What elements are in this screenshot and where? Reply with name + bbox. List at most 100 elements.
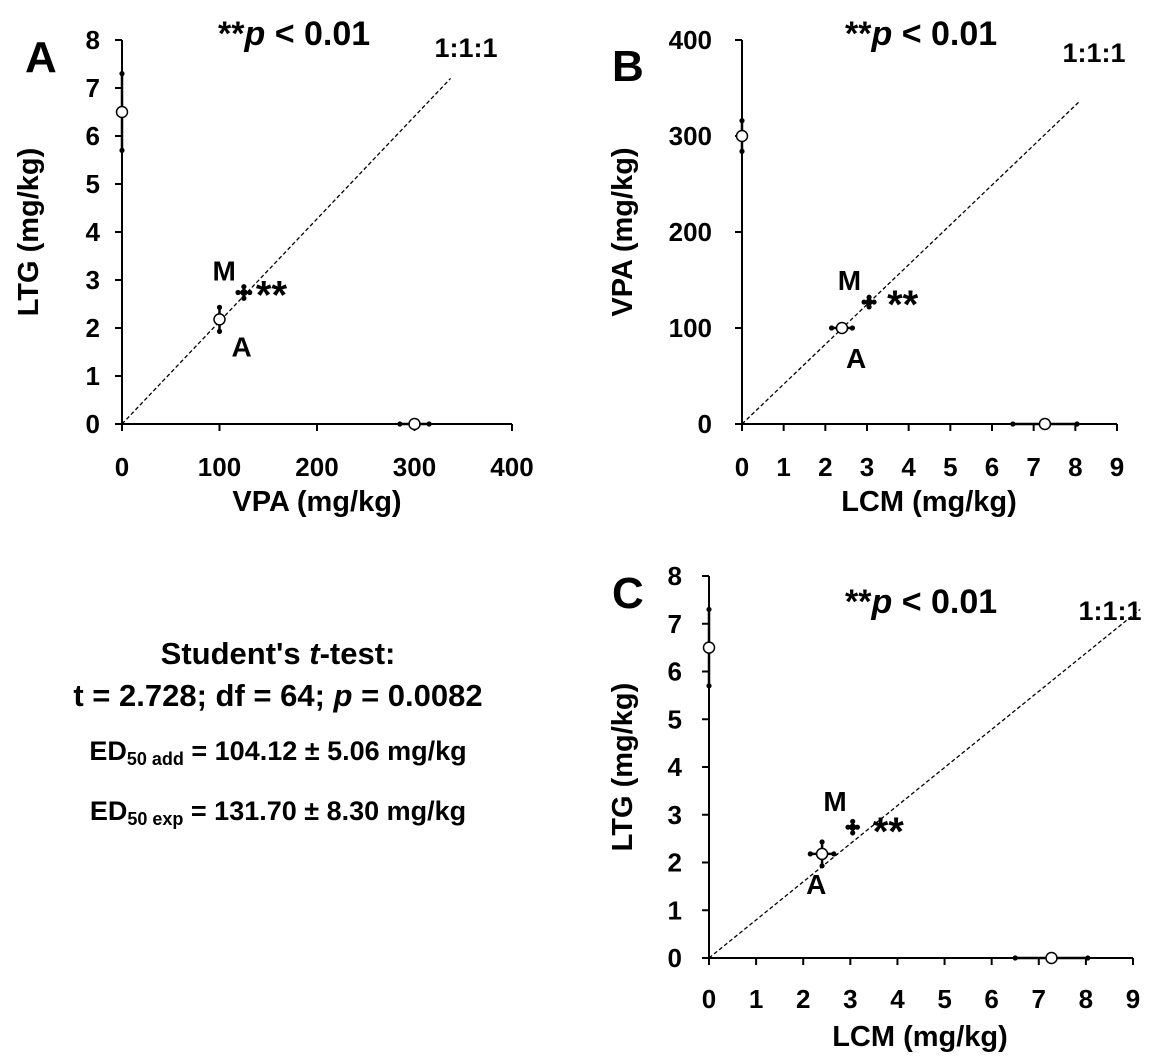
error-cap [1085, 955, 1091, 961]
point-label: M [838, 265, 861, 296]
additivity-line [121, 77, 452, 425]
error-cap [850, 830, 856, 836]
x-tick-label: 2 [818, 452, 832, 482]
y-tick-label: 0 [668, 943, 682, 973]
panel-letter: A [25, 33, 57, 82]
x-tick-label: 6 [984, 984, 998, 1014]
error-cap [216, 328, 223, 334]
point-marker [1038, 417, 1052, 431]
x-tick-label: 8 [1068, 452, 1082, 482]
experimental-point: M ** [213, 255, 288, 317]
error-cap [819, 839, 825, 845]
ratio-label: 1:1:1 [1078, 596, 1141, 626]
point-label: A [846, 343, 866, 374]
experimental-point: M ** [823, 786, 904, 854]
significance-stars: ** [887, 283, 919, 327]
error-cap [241, 295, 247, 301]
y-axis-title: LTG (mg/kg) [13, 148, 45, 317]
y-tick-label: 2 [668, 848, 682, 878]
error-cap [831, 851, 837, 857]
error-cap [216, 304, 223, 310]
additive-point: A [213, 304, 252, 362]
error-cap [235, 289, 241, 296]
t-test-summary: Student's t-test: t = 2.728; df = 64; p … [0, 634, 556, 828]
x-tick-label: 3 [843, 984, 857, 1014]
y-tick-label: 3 [86, 265, 100, 295]
error-cap [426, 421, 432, 427]
y-axis-title: VPA (mg/kg) [607, 147, 639, 316]
ed50-additive: ED50 add = 104.12 ± 5.06 mg/kg [89, 736, 467, 769]
significance-label: **p < 0.01 [845, 583, 997, 621]
y-tick-label: 4 [668, 752, 683, 782]
ed50-point [397, 417, 432, 431]
point-marker [815, 847, 829, 861]
x-tick-label: 300 [393, 452, 436, 482]
point-marker [702, 641, 716, 654]
x-axis-title: LCM (mg/kg) [841, 486, 1017, 518]
point-label: A [806, 869, 826, 900]
x-tick-label: 200 [295, 452, 338, 482]
y-tick-label: 400 [669, 25, 712, 55]
y-tick-label: 4 [86, 217, 101, 247]
error-cap [397, 421, 403, 427]
panel-a: 0 100 200 300 400 0 1 2 3 4 5 6 7 8 VPA (mg/kg) LTG (mg… [13, 15, 534, 518]
significance-stars: ** [256, 273, 288, 317]
error-cap [845, 824, 851, 830]
error-cap [849, 325, 856, 331]
y-tick-label: 3 [668, 800, 682, 830]
y-tick-label: 6 [86, 121, 100, 151]
point-marker [408, 417, 421, 431]
error-cap [241, 284, 247, 290]
y-tick-label: 0 [698, 409, 712, 439]
y-tick-label: 1 [86, 361, 100, 391]
error-cap [866, 304, 872, 310]
y-tick-label: 7 [668, 609, 682, 639]
x-tick-label: 0 [735, 452, 749, 482]
x-tick-label: 9 [1110, 452, 1124, 482]
x-tick-label: 8 [1079, 984, 1093, 1014]
ed50-point [1012, 951, 1091, 965]
x-tick-label: 7 [1032, 984, 1046, 1014]
error-cap [861, 299, 867, 305]
error-cap [850, 818, 856, 825]
point-marker [735, 129, 749, 143]
significance-stars: ** [873, 810, 905, 854]
x-tick-label: 5 [937, 984, 951, 1014]
error-cap [247, 289, 253, 296]
ed50-point [1010, 417, 1080, 431]
ed50-point [115, 71, 129, 153]
error-cap [706, 683, 712, 689]
additive-point: A [806, 839, 837, 900]
y-tick-label: 5 [86, 169, 100, 199]
y-tick-label: 8 [86, 25, 100, 55]
y-tick-label: 6 [668, 657, 682, 687]
x-tick-label: 1 [749, 984, 763, 1014]
ed50-experimental: ED50 exp = 131.70 ± 8.30 mg/kg [89, 796, 467, 829]
x-tick-label: 7 [1026, 452, 1040, 482]
ratio-label: 1:1:1 [1062, 38, 1125, 68]
error-cap [1012, 955, 1018, 961]
y-tick-label: 7 [86, 73, 100, 103]
error-cap [866, 294, 872, 300]
ratio-label: 1:1:1 [434, 33, 497, 63]
point-label: A [232, 331, 252, 362]
point-marker [115, 105, 129, 119]
x-tick-label: 4 [890, 984, 905, 1014]
x-tick-label: 9 [1126, 984, 1140, 1014]
panel-letter: C [612, 569, 644, 618]
error-cap [739, 148, 745, 154]
point-marker [240, 288, 248, 296]
y-axis-title: LTG (mg/kg) [607, 683, 639, 852]
point-marker [865, 298, 873, 306]
error-cap [1010, 421, 1016, 427]
significance-label: **p < 0.01 [218, 15, 370, 53]
x-tick-label: 3 [860, 452, 874, 482]
y-tick-label: 0 [86, 409, 100, 439]
point-label: M [213, 255, 236, 286]
significance-label: **p < 0.01 [845, 15, 997, 53]
error-cap [854, 824, 861, 830]
x-tick-label: 4 [901, 452, 916, 482]
additivity-line [708, 608, 1141, 959]
error-cap [739, 118, 745, 124]
